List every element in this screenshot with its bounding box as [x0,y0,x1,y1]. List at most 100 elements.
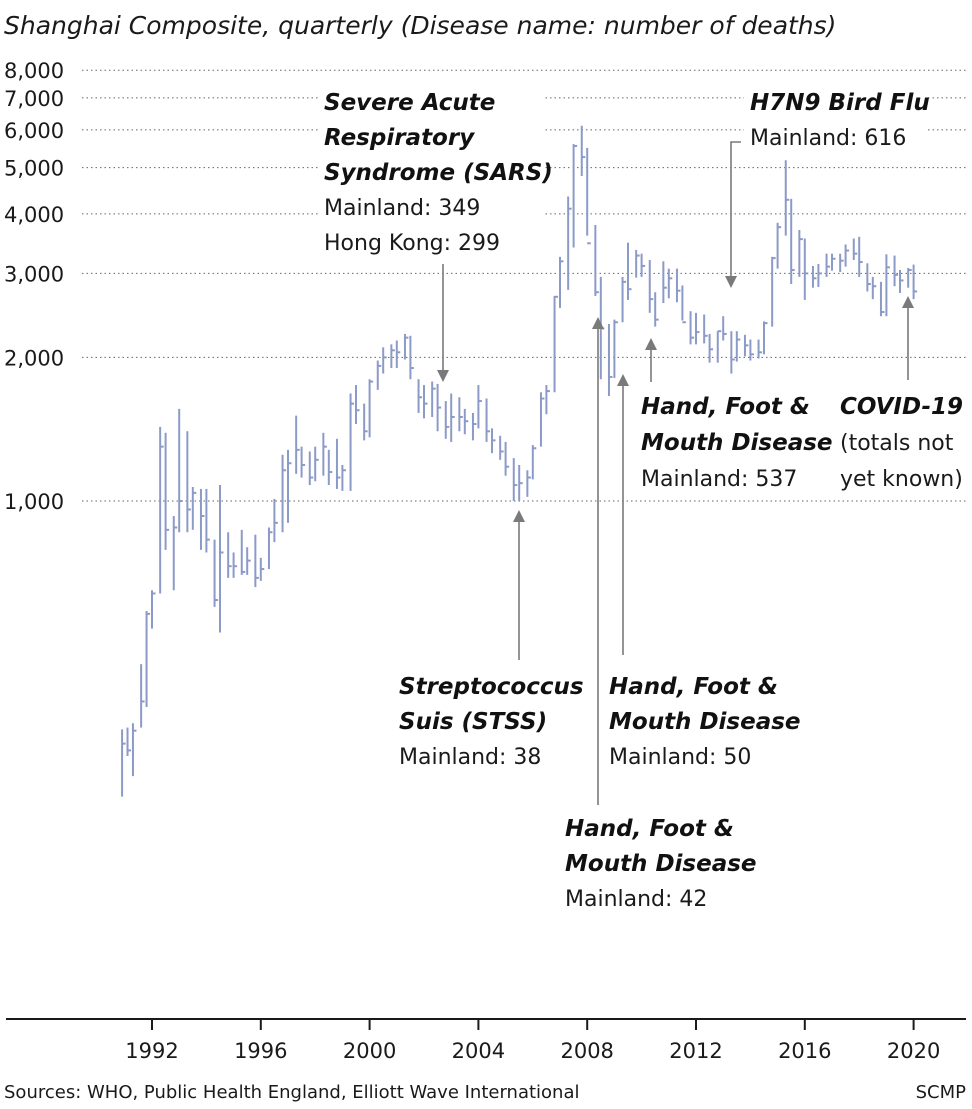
annotation-covid-bg [836,388,970,496]
annotation-hfmd-42: Hand, Foot & Mouth Disease Mainland: 42 [560,810,757,914]
ohlc-bar [126,727,132,757]
ohlc-bar [545,385,550,415]
y-tick-label: 8,000 [4,59,64,83]
annotation-covid: COVID-19 (totals not yet known) [836,388,970,496]
annotation-hfmd-50: Hand, Foot & Mouth Disease Mainland: 50 [604,668,801,772]
ohlc-bar [463,408,469,435]
ohlc-bar [648,260,654,313]
ohlc-bar [178,408,183,533]
ohlc-bar [471,412,477,441]
ohlc-bar [907,267,912,288]
annotation-hfmd-42-title-2: Mouth Disease [565,851,757,877]
x-tick-label: 1992 [125,1039,178,1063]
ohlc-bar [131,723,137,777]
ohlc-bar [839,253,844,273]
ohlc-bar [518,464,523,501]
ohlc-bar [140,664,145,728]
annotation-hfmd-537: Hand, Foot & Mouth Disease Mainland: 537 [636,388,833,496]
ohlc-bar [335,438,341,489]
annotation-covid-title: COVID-19 [840,394,963,420]
ohlc-bar [572,144,578,248]
ohlc-bar [675,268,681,303]
ohlc-bar [703,314,708,344]
ohlc-bar [512,458,518,501]
ohlc-bar [594,224,599,297]
ohlc-bar [640,253,646,277]
arrowhead-sars [437,370,449,382]
ohlc-bar [327,449,333,486]
ohlc-bar [213,539,219,607]
ohlc-bar [300,446,306,478]
annotation-hfmd-537-bg [636,388,826,496]
ohlc-bar [607,324,613,397]
x-tick-label: 2020 [887,1039,940,1063]
annotation-h7n9-bg [744,86,928,154]
ohlc-bar [172,516,178,591]
arrowhead-hfmd-537 [645,338,657,350]
ohlc-bar [553,295,559,393]
ohlc-bar [852,238,858,261]
annotation-sars-bg [318,86,544,264]
ohlc-bar [145,611,151,707]
ohlc-bar [722,316,727,341]
ohlc-bar [151,590,156,629]
arrowhead-hfmd-50 [617,374,629,386]
ohlc-bar [708,333,714,363]
ohlc-bar [798,229,803,277]
ohlc-bar [871,276,877,300]
arrowhead-hfmd-42 [592,317,604,329]
ohlc-bar [735,331,741,362]
ohlc-bar [757,339,763,359]
ohlc-bar [567,196,572,290]
ohlc-bar [240,529,246,575]
x-tick-label: 2000 [343,1039,396,1063]
annotation-sars: Severe Acute Respiratory Syndrome (SARS)… [318,86,553,264]
annotation-covid-text-1: (totals not [840,431,954,456]
ohlc-bar [899,269,904,293]
ohlc-bar [689,311,695,345]
ohlc-bar [858,236,863,277]
ohlc-bar [423,385,428,419]
ohlc-bar [825,253,831,277]
arrowhead-h7n9 [725,276,737,288]
y-tick-label: 3,000 [4,262,64,286]
x-axis-ticks: 1992 1996 2000 2004 2008 2012 2016 2020 [125,1019,940,1063]
chart-title: Shanghai Composite, quarterly (Disease n… [4,11,836,40]
y-tick-label: 4,000 [4,203,64,227]
ohlc-bar [395,340,401,369]
ohlc-bar [287,449,292,523]
ohlc-bar [390,344,395,369]
annotation-hfmd-537-text: Mainland: 537 [641,467,797,492]
y-tick-label: 1,000 [4,490,64,514]
x-tick-label: 2012 [669,1039,722,1063]
ohlc-bar [295,415,300,474]
ohlc-bar [267,527,273,570]
ohlc-bar [164,432,170,550]
y-tick-label: 6,000 [4,119,64,143]
x-tick-label: 2008 [560,1039,613,1063]
ohlc-bar [716,330,722,363]
annotation-hfmd-50-title-1: Hand, Foot & [609,674,778,700]
ohlc-bar [531,445,537,480]
ohlc-bar [485,398,491,442]
y-axis-ticks: 1,000 2,000 3,000 4,000 5,000 6,000 7,000 8,000 [4,59,64,514]
ohlc-bar [879,281,885,317]
ohlc-bar [586,147,591,245]
ohlc-bar [227,532,232,578]
ohlc-bar [526,470,531,497]
ohlc-bar [559,256,564,308]
arrowhead-covid [902,296,914,308]
ohlc-bar [803,238,809,300]
ohlc-bar [444,401,450,439]
annotation-stss-text: Mainland: 38 [399,745,541,770]
ohlc-bar [662,261,667,304]
ohlc-bar [403,333,409,360]
annotation-stss-title-2: Suis (STSS) [399,709,547,735]
ohlc-bar [817,263,822,287]
ohlc-bar [477,385,482,429]
ohlc-bar [912,264,918,300]
ohlc-bar [121,729,126,797]
ohlc-bar [695,312,700,345]
x-tick-label: 2016 [778,1039,831,1063]
ohlc-bar [539,392,545,447]
